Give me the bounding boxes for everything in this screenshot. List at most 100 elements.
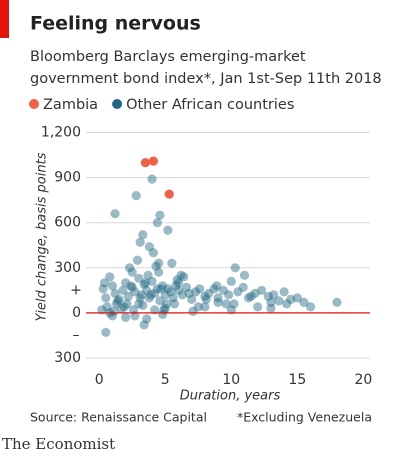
point: [97, 305, 107, 315]
x-tick-label: 0: [95, 372, 104, 388]
point: [200, 302, 210, 312]
point: [169, 299, 180, 309]
point: [118, 285, 128, 295]
point: [282, 299, 292, 309]
point: [110, 209, 120, 219]
point: [134, 299, 144, 309]
point: [168, 293, 178, 303]
point: [107, 281, 118, 291]
point: [246, 291, 256, 301]
y-tick-label: 0: [72, 305, 81, 321]
y-tick-label: 900: [54, 170, 81, 186]
y-tick-label: 1,200: [41, 125, 81, 141]
point: [151, 261, 161, 271]
point: [158, 281, 168, 291]
sign-label: –: [73, 327, 80, 343]
point: [155, 296, 165, 306]
point: [121, 278, 131, 288]
point: [221, 299, 231, 309]
point: [144, 293, 155, 303]
point: [286, 294, 296, 304]
point: [243, 293, 254, 303]
point: [107, 311, 118, 321]
point: [132, 255, 143, 265]
point: [213, 293, 223, 303]
point: [181, 282, 191, 292]
x-tick-label: 15: [288, 372, 306, 388]
point: [195, 284, 205, 294]
y-tick-label: 300: [54, 260, 81, 276]
point: [139, 320, 149, 330]
point: [131, 191, 141, 201]
point: [148, 248, 158, 258]
point: [140, 278, 151, 288]
point: [138, 230, 148, 240]
x-tick-label: 10: [222, 372, 240, 388]
point: [117, 303, 127, 313]
point: [127, 282, 137, 292]
point: [150, 305, 160, 315]
x-tick-label: 5: [161, 372, 170, 388]
point: [212, 281, 222, 291]
point: [188, 306, 198, 316]
point: [122, 299, 132, 309]
point: [163, 284, 173, 294]
point: [250, 288, 260, 298]
x-axis-label: Duration, years: [180, 389, 281, 404]
point: [191, 287, 201, 297]
point: [167, 258, 177, 268]
point: [123, 291, 133, 301]
point: [268, 290, 279, 300]
point: [147, 276, 157, 286]
point: [99, 278, 110, 288]
x-tick-label: 20: [354, 372, 372, 388]
legend-marker: [112, 99, 123, 109]
point: [144, 242, 155, 252]
legend-marker: [29, 99, 39, 109]
point: [233, 287, 243, 297]
point: [109, 306, 119, 316]
point: [209, 284, 219, 294]
point: [110, 288, 120, 298]
point: [113, 296, 123, 306]
point: [142, 314, 152, 324]
point: [279, 287, 289, 297]
point: [152, 284, 162, 294]
point: [332, 297, 342, 307]
point: [160, 303, 170, 313]
point: [266, 297, 276, 307]
point: [159, 305, 169, 315]
point: [146, 290, 156, 300]
point: [101, 293, 111, 303]
point: [226, 276, 236, 286]
point: [126, 281, 136, 291]
point: [173, 285, 184, 295]
point: [140, 157, 151, 168]
point: [161, 299, 172, 309]
point: [266, 303, 276, 313]
point: [111, 299, 121, 309]
point: [160, 290, 170, 300]
point: [274, 296, 284, 306]
point: [177, 290, 188, 300]
point: [299, 297, 309, 307]
point: [238, 282, 248, 292]
point: [204, 288, 214, 298]
point: [136, 290, 147, 300]
legend-label: Other African countries: [126, 97, 294, 113]
point: [139, 279, 149, 289]
point: [124, 263, 135, 273]
point: [163, 225, 173, 235]
sign-label: +: [70, 282, 82, 298]
point: [187, 294, 197, 304]
point: [155, 210, 165, 220]
point: [176, 270, 186, 280]
point: [173, 278, 184, 288]
chart-title: Feeling nervous: [30, 13, 201, 35]
point: [147, 174, 157, 184]
point: [130, 287, 140, 297]
point: [218, 285, 228, 295]
point: [105, 272, 115, 282]
accent-bar: [0, 0, 9, 38]
